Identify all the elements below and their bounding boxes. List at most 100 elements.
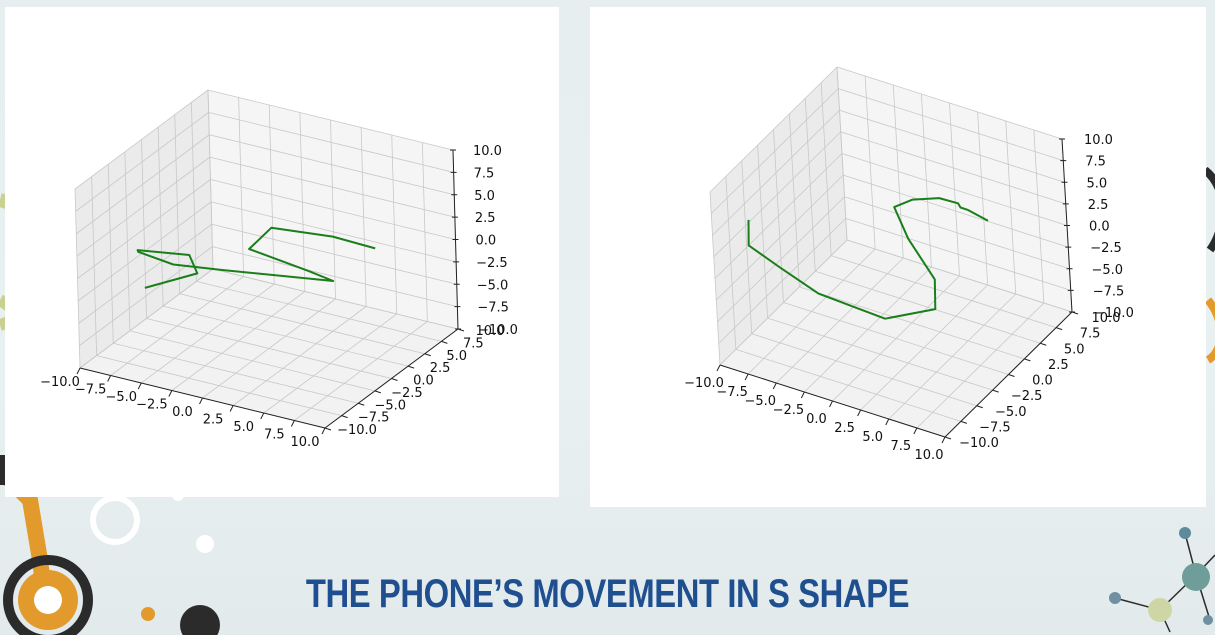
grid-line (788, 113, 800, 287)
grid-line (846, 239, 1073, 313)
grid-line (841, 153, 1068, 226)
y-tick-label: 2.5 (430, 361, 451, 376)
grid-line (1033, 129, 1045, 304)
x-tick-label: 7.5 (264, 428, 285, 443)
y-tick (1040, 342, 1047, 346)
y-tick-label: 10.0 (476, 324, 505, 339)
y-tick-label: 5.0 (446, 349, 467, 364)
y-tick-label: 10.0 (1092, 311, 1121, 326)
chart-panel-right: −10.0 −10.0 −10.0 −7.5 −7.5 −7.5 −5.0 −5.0 −5.0−… (590, 7, 1206, 507)
grid-line (709, 66, 838, 193)
x-tick-label: 0.0 (806, 412, 827, 427)
chart-right: −10.0−10.0−10.0−7.5−7.5−7.5−5.0−5.0−5.0−… (684, 66, 1134, 463)
z-tick-label: 10.0 (1084, 133, 1113, 148)
grid-line (232, 306, 367, 406)
y-tick (1055, 327, 1063, 331)
grid-line (179, 293, 425, 355)
y-tick-label: 7.5 (1080, 327, 1101, 342)
y-tick (457, 328, 465, 332)
slide-title: THE PHONE’S MOVEMENT IN S SHAPE (305, 572, 910, 616)
x-tick-label: −2.5 (773, 403, 805, 418)
grid-line (977, 111, 989, 286)
y-tick (944, 436, 952, 440)
y-tick-label: −2.5 (1011, 389, 1043, 404)
x-tick-label: −7.5 (75, 383, 107, 398)
y-tick (1071, 311, 1079, 315)
grid-line (196, 280, 442, 342)
y-tick (341, 415, 348, 419)
x-tick-label: −10.0 (40, 375, 80, 390)
chart-panel-left: −10.0 −10.0 −10.0 −7.5 −7.5 −7.5 −5.0 −5.0 −5.0−… (5, 7, 559, 497)
dark-dot-decoration (180, 605, 220, 635)
x-tick (107, 375, 112, 382)
x-tick (772, 382, 777, 390)
x-tick-label: −7.5 (716, 385, 748, 400)
axes-0: −10.0−10.0−10.0−7.5−7.5−7.5−5.0−5.0−5.0−… (40, 89, 518, 450)
y-tick (976, 405, 983, 409)
y-tick-label: 7.5 (463, 336, 484, 351)
y-tick (441, 340, 448, 344)
y-tick (391, 378, 398, 381)
y-tick-label: −10.0 (959, 436, 999, 451)
z-tick-label: −7.5 (477, 301, 509, 316)
trajectory-line-0 (136, 226, 376, 289)
x-tick-label: 10.0 (915, 448, 944, 463)
x-tick-label: −5.0 (105, 390, 137, 405)
z-tick-label: −7.5 (1093, 284, 1125, 299)
dark-ring-decoration (3, 555, 93, 635)
y-tick-label: −2.5 (391, 386, 423, 401)
x-tick (76, 367, 81, 375)
white-ring-decoration (90, 495, 140, 545)
z-tick-label: 0.0 (476, 234, 497, 249)
grid-line (1005, 120, 1017, 295)
x-tick (885, 418, 890, 426)
x-tick (137, 382, 142, 390)
grid-line (210, 179, 456, 240)
grid-line (209, 156, 455, 218)
y-tick (992, 389, 999, 393)
grid-line (360, 127, 367, 307)
x-tick (290, 420, 295, 427)
x-tick-label: 5.0 (862, 430, 883, 445)
trajectory-line-0 (747, 197, 989, 320)
x-tick (913, 427, 918, 435)
z-tick-label: 0.0 (1089, 220, 1110, 235)
grid-line (836, 66, 1063, 140)
y-tick-label: 2.5 (1048, 358, 1069, 373)
y-tick-label: −7.5 (979, 420, 1011, 435)
z-tick-label: 5.0 (474, 189, 495, 204)
y-tick-label: −5.0 (995, 405, 1027, 420)
grid-line (163, 305, 409, 367)
x-tick (321, 427, 326, 435)
z-tick-label: −5.0 (1092, 263, 1124, 278)
grid-line (916, 302, 1045, 429)
grid-line (783, 302, 1009, 375)
grid-line (209, 134, 455, 196)
grid-line (263, 313, 397, 414)
y-tick (358, 402, 365, 406)
grid-line (157, 127, 164, 307)
z-tick-label: 7.5 (474, 166, 495, 181)
x-tick (716, 364, 721, 372)
x-tick (800, 391, 805, 399)
z-tick-label: 5.0 (1087, 176, 1108, 191)
y-tick (407, 365, 415, 369)
x-tick (229, 405, 234, 412)
y-tick-label: 0.0 (413, 374, 434, 389)
grid-line (820, 82, 832, 256)
grid-line (190, 102, 197, 282)
grid-line (421, 142, 428, 322)
x-tick-label: −2.5 (136, 398, 168, 413)
x-tick-label: 5.0 (233, 420, 254, 435)
z-tick-label: 7.5 (1085, 155, 1106, 170)
grid-line (836, 66, 848, 241)
grid-line (712, 109, 840, 236)
y-tick-label: 5.0 (1064, 342, 1085, 357)
grid-line (75, 112, 209, 212)
x-tick-label: 10.0 (291, 435, 320, 450)
x-tick (199, 397, 203, 405)
grid-line (76, 156, 211, 257)
grid-line (838, 88, 1064, 162)
grid-line (860, 284, 988, 411)
grid-line (831, 255, 1057, 329)
